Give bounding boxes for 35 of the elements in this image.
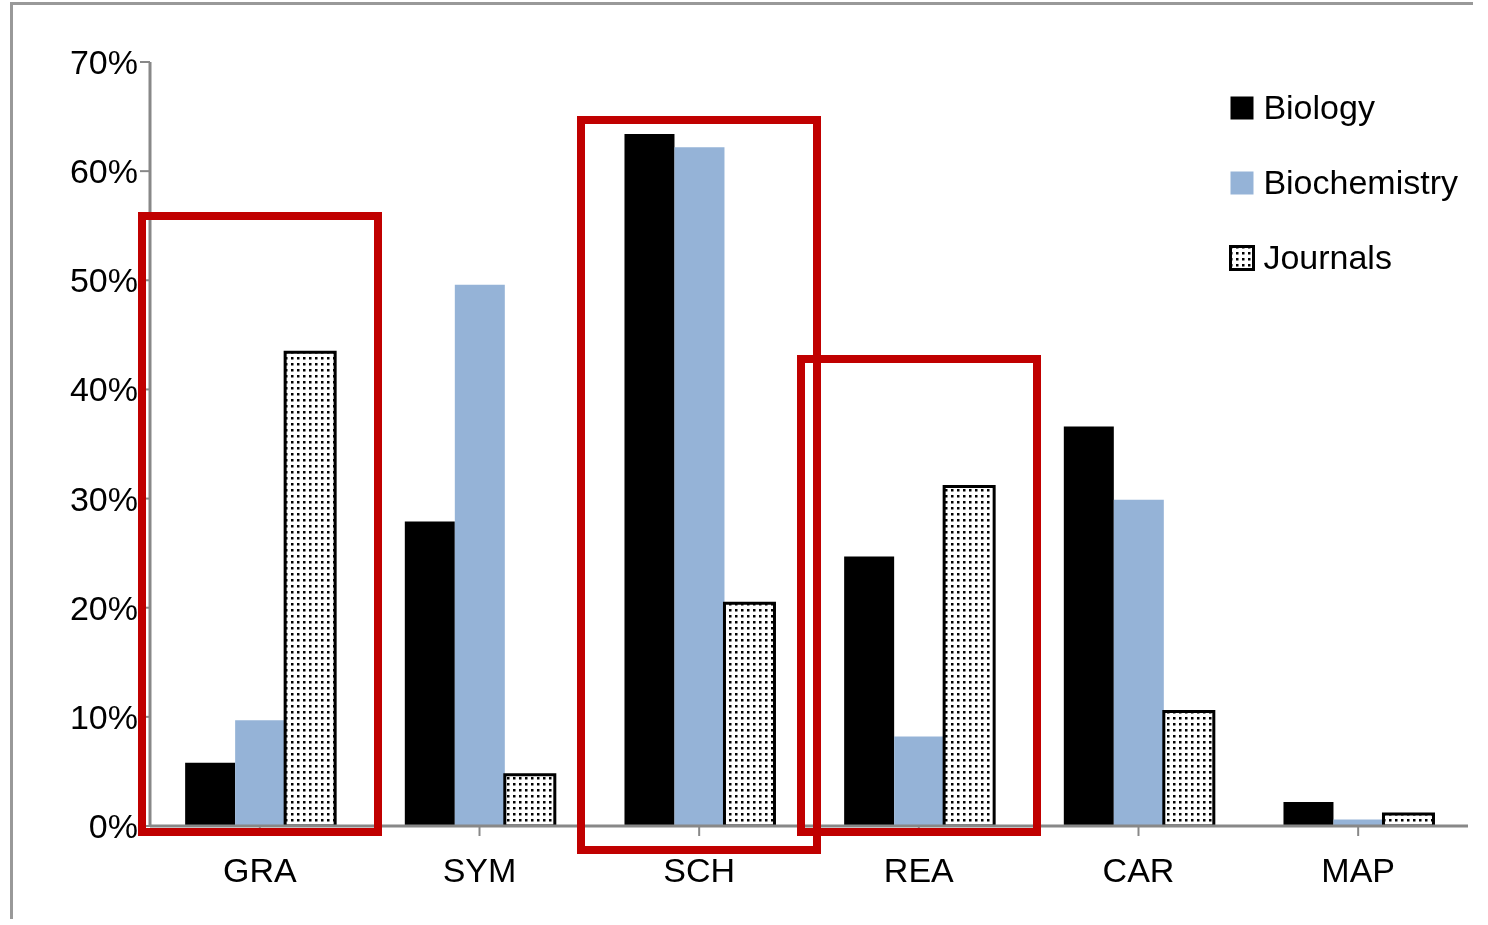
bar xyxy=(454,284,505,826)
legend-label: Journals xyxy=(1263,238,1392,277)
x-tick-label: SCH xyxy=(663,851,736,890)
bar xyxy=(503,773,557,826)
legend-label: Biochemistry xyxy=(1263,163,1458,202)
bar xyxy=(404,521,455,826)
legend-label: Biology xyxy=(1263,88,1375,127)
bar xyxy=(1162,709,1216,826)
bar xyxy=(283,350,337,826)
bar xyxy=(1283,801,1334,826)
bar xyxy=(844,556,895,826)
bar xyxy=(674,147,725,826)
y-tick-label: 30% xyxy=(69,479,138,518)
x-tick-label: MAP xyxy=(1321,851,1396,890)
bar xyxy=(1381,812,1435,826)
y-tick-label: 0% xyxy=(88,807,138,846)
bar xyxy=(235,720,286,826)
y-tick-label: 10% xyxy=(69,697,138,736)
y-tick-label: 40% xyxy=(69,370,138,409)
y-tick-label: 70% xyxy=(69,43,138,82)
x-tick-label: GRA xyxy=(222,851,297,890)
y-tick-label: 60% xyxy=(69,152,138,191)
bar xyxy=(894,736,945,826)
bar xyxy=(1063,426,1114,826)
x-tick-label: SYM xyxy=(442,851,517,890)
bar xyxy=(722,601,776,826)
bar xyxy=(942,485,996,826)
y-tick-label: 20% xyxy=(69,588,138,627)
bar xyxy=(1333,819,1384,826)
x-tick-label: REA xyxy=(883,851,955,890)
bar xyxy=(624,134,675,826)
bar xyxy=(1113,499,1164,826)
bar xyxy=(185,762,236,826)
x-tick-label: CAR xyxy=(1102,851,1175,890)
y-tick-label: 50% xyxy=(69,261,138,300)
